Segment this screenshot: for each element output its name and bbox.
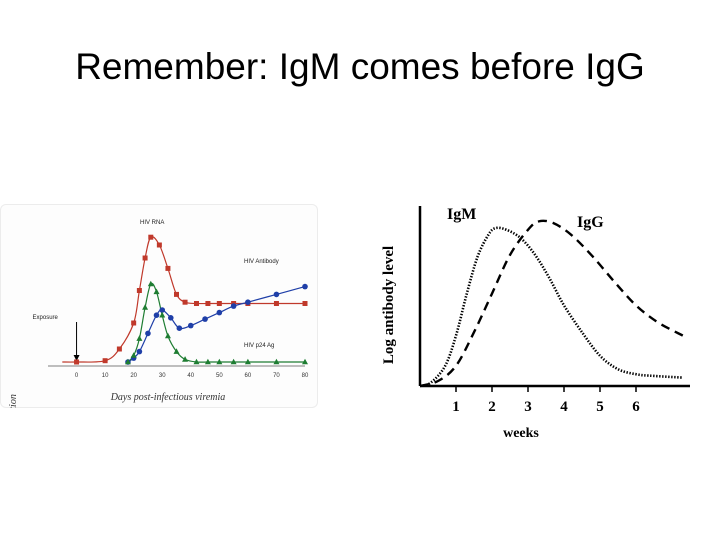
data-point: [182, 299, 188, 305]
x-tick-label: 30: [159, 373, 166, 379]
x-tick-label: 60: [245, 373, 252, 379]
x-tick-label: 50: [216, 373, 223, 379]
series-line-hiv-antibody: [127, 286, 306, 363]
x-tick-label: 2: [488, 399, 496, 415]
data-point: [130, 352, 137, 358]
x-axis-label: weeks: [503, 426, 539, 441]
x-tick-label: 10: [102, 373, 109, 379]
data-point: [173, 348, 180, 354]
hiv-chart-panel: 0 10 20 30 40 50 60 70 80 Exposure HIV RNA HIV Ant…: [0, 204, 318, 515]
data-point: [205, 301, 211, 306]
data-point: [193, 301, 199, 306]
x-tick-label: 70: [273, 373, 280, 379]
data-point: [136, 348, 143, 355]
series-label: HIV Antibody: [244, 259, 279, 265]
data-point: [230, 358, 237, 365]
data-point: [102, 358, 108, 364]
data-point: [174, 291, 179, 297]
data-point: [136, 335, 143, 341]
data-point: [164, 332, 171, 339]
x-tick-label: 3: [524, 399, 532, 415]
x-tick-label: 5: [596, 399, 604, 415]
data-point: [182, 356, 189, 362]
antibody-chart-panel: 1 2 3 4 5 6 IgM IgG weeks Log antibody level: [375, 195, 695, 445]
data-point: [216, 358, 223, 365]
data-point: [136, 288, 142, 293]
x-tick-label: 4: [560, 399, 568, 415]
x-tick-label: 20: [130, 373, 137, 379]
x-axis-label: Days post-infectious viremia: [110, 392, 226, 403]
x-tick-label: 6: [632, 399, 640, 415]
data-point: [142, 304, 149, 310]
series-label: HIV RNA: [140, 220, 164, 226]
data-point: [244, 358, 251, 365]
data-point: [204, 358, 211, 365]
data-point: [245, 299, 251, 305]
data-point: [124, 358, 131, 365]
data-point: [74, 359, 80, 365]
data-point: [302, 358, 308, 365]
data-point: [273, 301, 279, 306]
data-point: [273, 358, 280, 365]
data-point: [165, 265, 171, 271]
data-point: [148, 234, 154, 240]
hiv-chart: 0 10 20 30 40 50 60 70 80 Exposure HIV RNA HIV Ant…: [8, 220, 309, 515]
data-point: [159, 311, 166, 318]
data-point: [156, 242, 162, 248]
data-point: [302, 283, 308, 290]
data-point: [116, 346, 122, 352]
series-label: IgM: [447, 206, 476, 223]
data-point: [302, 301, 308, 306]
data-point: [202, 316, 208, 322]
data-point: [193, 358, 200, 365]
x-tick-label: 80: [302, 373, 309, 379]
series-line-igg: [419, 219, 684, 388]
series-label: IgG: [577, 214, 604, 231]
data-point: [147, 280, 154, 287]
antibody-chart: 1 2 3 4 5 6 IgM IgG weeks Log antibody level: [381, 206, 690, 441]
data-point: [159, 307, 166, 313]
data-point: [153, 312, 160, 318]
y-axis-label: Relative level above detection: [8, 394, 19, 408]
data-point: [145, 330, 151, 337]
data-point: [153, 288, 160, 295]
slide-title: Remember: IgM comes before IgG: [75, 46, 645, 87]
y-axis-label: Log antibody level: [381, 246, 397, 364]
data-point: [230, 303, 237, 309]
exposure-label: Exposure: [33, 315, 59, 321]
data-point: [176, 325, 183, 331]
data-point: [216, 309, 223, 316]
data-point: [216, 301, 222, 306]
exposure-arrowhead: [73, 355, 80, 361]
series-label: HIV p24 Ag: [244, 343, 274, 349]
x-tick-label: 0: [75, 373, 79, 379]
data-point: [142, 255, 148, 261]
data-point: [167, 315, 174, 321]
x-tick-label: 40: [187, 373, 194, 379]
x-tick-label: 1: [452, 399, 460, 415]
data-point: [131, 320, 137, 326]
data-point: [187, 322, 194, 329]
data-point: [273, 291, 280, 298]
